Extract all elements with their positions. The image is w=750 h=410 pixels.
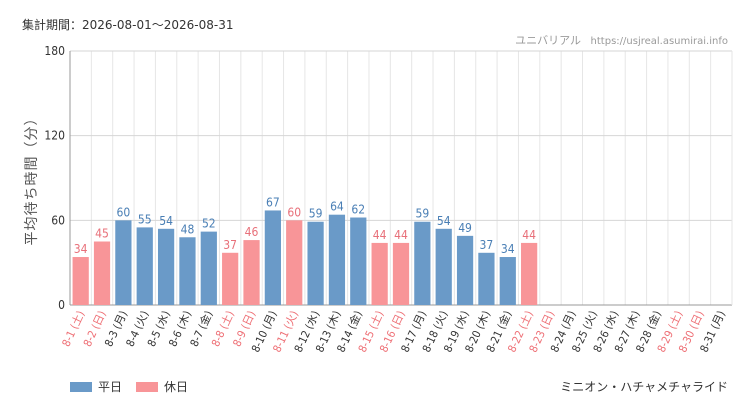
data-label: 34 (501, 242, 515, 256)
data-label: 62 (351, 203, 365, 217)
data-label: 48 (181, 222, 195, 236)
bar (456, 235, 474, 305)
bar (521, 242, 538, 305)
legend-holiday: 休日 (136, 378, 188, 395)
data-label: 45 (95, 227, 109, 241)
bar (264, 210, 281, 305)
data-label: 59 (309, 207, 323, 221)
bar (200, 231, 217, 305)
data-label: 54 (159, 214, 173, 228)
bar (93, 241, 111, 305)
bar (371, 242, 388, 305)
data-label: 44 (373, 228, 387, 242)
site-credit: ユニバリアル https://usjreal.asumirai.info (515, 32, 728, 48)
legend-weekday-label: 平日 (98, 380, 123, 394)
bar (115, 220, 132, 305)
bar (179, 237, 196, 305)
bar (328, 214, 346, 305)
site-credit-name: ユニバリアル (515, 34, 582, 47)
bar (435, 228, 452, 305)
y-tick-label: 120 (44, 129, 65, 143)
y-tick-label: 60 (51, 213, 65, 227)
bar (307, 221, 324, 305)
bar (350, 217, 367, 305)
data-label: 37 (480, 238, 494, 252)
data-label: 64 (330, 200, 344, 214)
data-label: 54 (437, 214, 451, 228)
bar (478, 252, 495, 305)
data-label: 49 (458, 221, 472, 235)
legend-holiday-label: 休日 (164, 380, 189, 394)
data-label: 67 (266, 195, 280, 209)
legend-weekday: 平日 (70, 378, 122, 395)
bar (222, 252, 239, 305)
data-label: 60 (117, 205, 131, 219)
attraction-name: ミニオン・ハチャメチャライド (560, 380, 728, 394)
bar (243, 240, 260, 305)
data-label: 44 (394, 228, 408, 242)
data-label: 55 (138, 212, 152, 226)
data-label: 34 (74, 242, 88, 256)
data-label: 52 (202, 217, 216, 231)
data-label: 60 (287, 205, 301, 219)
bar (157, 228, 175, 305)
data-label: 37 (223, 238, 237, 252)
bar (392, 242, 410, 305)
legend-weekday-swatch (70, 381, 92, 392)
data-label: 46 (245, 225, 259, 239)
bar (499, 257, 516, 305)
data-label: 59 (415, 207, 429, 221)
site-credit-url: https://usjreal.asumirai.info (590, 36, 728, 47)
legend-holiday-swatch (136, 381, 158, 392)
y-tick-label: 180 (44, 44, 65, 58)
bar (136, 227, 153, 305)
data-label: 44 (522, 228, 536, 242)
bar (72, 257, 89, 305)
bar (414, 221, 431, 305)
y-tick-label: 0 (58, 298, 65, 312)
bar (286, 220, 303, 305)
period-label: 集計期間：2026-08-01〜2026-08-31 (22, 18, 234, 32)
